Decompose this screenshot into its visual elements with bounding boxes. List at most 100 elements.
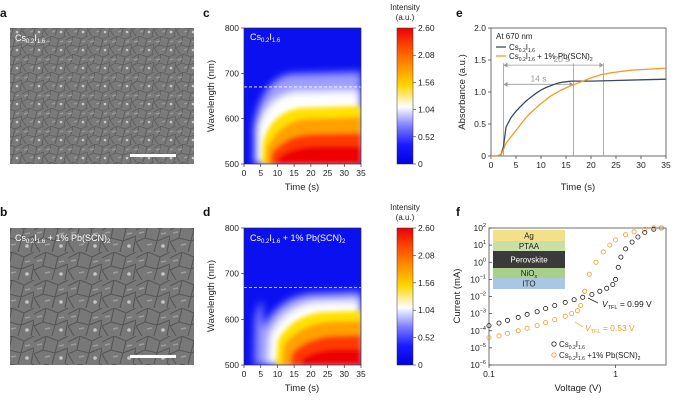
x-tick-label: 5 [258, 168, 263, 178]
series-1-point [524, 311, 530, 317]
series-line-2 [491, 67, 667, 157]
heatmap-c [244, 28, 361, 164]
series-2-point [562, 313, 568, 319]
series-1-point [642, 229, 648, 235]
y-tick-label: 600 [225, 114, 239, 124]
layer-ito [493, 278, 565, 289]
series-2-point [658, 225, 664, 231]
colorbar-tick-label: 0 [418, 159, 423, 169]
y-tick-label: 0.5 [474, 119, 486, 129]
series-2-point [552, 317, 558, 323]
vtfl-label-2: VTFL = 0.53 V [585, 323, 635, 335]
series-1-point [615, 264, 621, 270]
colorbar-d-title2: (a.u.) [396, 213, 415, 222]
heatmap-d-ylabel: Wavelength (nm) [206, 260, 217, 332]
series-2-point [593, 259, 599, 265]
heatmap-c-frame [243, 27, 362, 165]
heatmap-d-title: Cs0.2I1.6 + 1% Pb(SCN)2 [250, 233, 346, 245]
series-1-point [562, 299, 568, 305]
series-2-point [543, 320, 549, 326]
sem-b-label: Cs0.2I1.6 + 1% Pb(SCN)2 [15, 233, 111, 245]
legend-e-item-1: Cs0.2I1.6 [509, 43, 535, 54]
x-tick-label: 20 [306, 168, 316, 178]
plot-f-xlabel: Voltage (V) [555, 383, 602, 394]
series-1-point [504, 317, 510, 323]
sem-image-b: Cs0.2I1.6 + 1% Pb(SCN)2 [10, 228, 194, 365]
x-tick-label: 5 [258, 369, 263, 379]
x-tick-label: 35 [356, 168, 366, 178]
colorbar-tick-label: 2.60 [418, 23, 435, 33]
colorbar-tick-label: 1.04 [418, 305, 435, 315]
series-2-point [607, 242, 613, 248]
series-1-point [534, 309, 540, 315]
series-2-point [631, 229, 637, 235]
series-1-point [496, 320, 502, 326]
y-tick-label: 10−1 [470, 274, 486, 284]
sem-a-label: Cs0.2I1.6 [15, 33, 46, 45]
interval-label-14s: 14 s [530, 73, 546, 83]
colorbar-d-title1: Intensity [390, 203, 420, 212]
scale-bar-b [130, 355, 176, 358]
y-tick-label: 700 [225, 68, 239, 78]
colorbar-tick-label: 2.08 [418, 250, 435, 260]
sem-image-a: Cs0.2I1.6 [10, 28, 194, 164]
vtfl-label-1: VTFL = 0.99 V [602, 299, 652, 311]
y-tick-label: 10−6 [470, 360, 486, 370]
series-2-point [613, 237, 619, 243]
layer-niox [493, 268, 565, 278]
plot-f-ylabel: Current (mA) [452, 269, 463, 324]
panel-label-a: a [0, 6, 7, 20]
y-tick-label: 10−2 [470, 292, 486, 302]
x-tick-label: 20 [586, 160, 596, 170]
series-1-point [604, 285, 610, 291]
series-1-point [589, 291, 595, 297]
layer-ag [493, 230, 565, 241]
colorbar-c-title1: Intensity [390, 3, 420, 12]
layer-ptaa [493, 241, 565, 251]
colorbar-tick-label: 1.56 [418, 278, 435, 288]
series-1-point [552, 302, 558, 308]
layer-niox-label: NiOx [521, 269, 538, 280]
plot-e-xlabel: Time (s) [561, 182, 595, 193]
interval-arrow-20s-head-left [503, 62, 508, 68]
series-2-point [582, 288, 588, 294]
heatmap-d-axes: 0 5 10 15 20 25 30 35 800 700 600 500 [225, 223, 366, 379]
series-1-point [543, 305, 549, 311]
series-2-point [578, 302, 584, 308]
series-2-point [569, 311, 575, 317]
y-tick-label: 102 [473, 223, 486, 233]
y-tick-label: 500 [225, 360, 239, 370]
series-2-point [642, 226, 648, 232]
legend-f-item-2: Cs0.2I1.6 +1% Pb(SCN)2 [559, 351, 641, 362]
plot-e-annotation: At 670 nm [496, 32, 533, 41]
x-tick-label: 10 [273, 369, 283, 379]
x-tick-label: 15 [289, 168, 299, 178]
series-1-point [515, 314, 521, 320]
colorbar-tick-label: 0 [418, 360, 423, 370]
heatmap-d [244, 228, 361, 365]
series-1-point [635, 234, 641, 240]
series-1-point [610, 281, 616, 287]
legend-e-item-2: Cs0.2I1.6 + 1% Pb(SCN)2 [509, 52, 593, 63]
series-2-point [651, 225, 657, 231]
heatmap-d-frame [243, 227, 362, 366]
x-tick-label: 35 [356, 369, 366, 379]
y-tick-label: 2.0 [474, 23, 486, 33]
y-tick-label: 100 [473, 257, 486, 267]
interval-label-20s: 20 s [553, 54, 569, 64]
panel-label-b: b [0, 205, 7, 219]
x-tick-label: 20 [306, 369, 316, 379]
y-tick-label: 10−4 [470, 326, 486, 336]
series-2-point [586, 271, 592, 277]
panel-label-d: d [203, 205, 210, 219]
plot-e: 0 5 10 15 20 25 30 35 2.0 1.5 1.0 0.5 0 20 s 14 s [474, 23, 671, 170]
colorbar-tick-label: 0.52 [418, 132, 435, 142]
x-tick-label: 25 [611, 160, 621, 170]
heatmap-d-xlabel: Time (s) [285, 383, 319, 394]
layer-perovskite [493, 251, 565, 268]
colorbar-c-title2: (a.u.) [396, 13, 415, 22]
interval-arrow-20s-head-right [599, 62, 604, 68]
heatmap-c-xlabel: Time (s) [285, 182, 319, 193]
x-tick-label: 30 [340, 369, 350, 379]
